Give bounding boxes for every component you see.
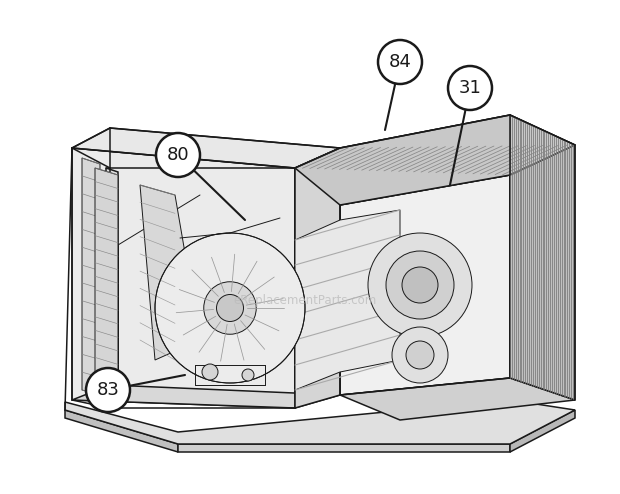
Circle shape [204, 282, 256, 334]
Circle shape [86, 368, 130, 412]
Polygon shape [72, 385, 340, 408]
Polygon shape [95, 168, 118, 405]
Circle shape [155, 233, 305, 383]
Circle shape [242, 369, 254, 381]
Polygon shape [295, 115, 575, 205]
Circle shape [378, 40, 422, 84]
Text: 80: 80 [167, 146, 189, 164]
Polygon shape [295, 148, 340, 408]
Polygon shape [65, 400, 575, 444]
Polygon shape [72, 128, 340, 168]
Circle shape [368, 233, 472, 337]
Polygon shape [72, 148, 295, 408]
Circle shape [216, 294, 244, 322]
Circle shape [448, 66, 492, 110]
Circle shape [386, 251, 454, 319]
Text: 31: 31 [459, 79, 482, 97]
Text: 84: 84 [389, 53, 412, 71]
Polygon shape [82, 158, 100, 395]
Text: eReplacementParts.com: eReplacementParts.com [233, 293, 376, 306]
Circle shape [402, 267, 438, 303]
Polygon shape [295, 210, 400, 390]
Polygon shape [510, 115, 575, 400]
Circle shape [406, 341, 434, 369]
Polygon shape [340, 175, 510, 395]
Polygon shape [340, 378, 575, 420]
Circle shape [392, 327, 448, 383]
Polygon shape [140, 185, 200, 360]
Polygon shape [106, 168, 118, 408]
Polygon shape [510, 410, 575, 452]
Polygon shape [340, 115, 510, 395]
Polygon shape [178, 444, 510, 452]
Circle shape [156, 133, 200, 177]
Text: 83: 83 [97, 381, 120, 399]
Circle shape [202, 364, 218, 380]
Polygon shape [65, 410, 178, 452]
